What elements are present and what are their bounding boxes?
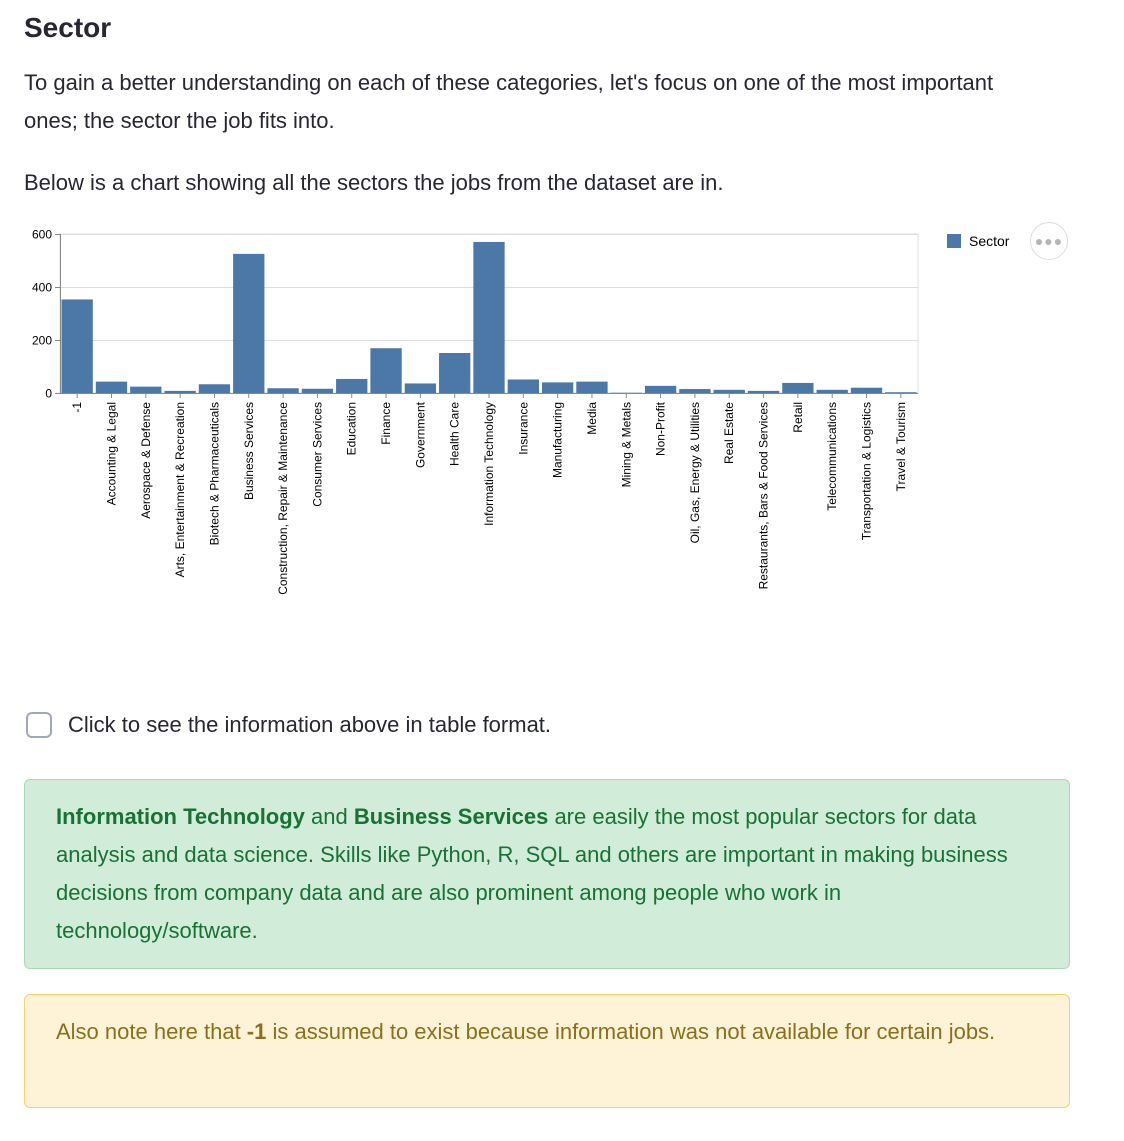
bar <box>198 384 231 393</box>
chart-svg: 0 200 400 600 -1 Accounting & Legal Aerospace … <box>32 228 1010 595</box>
x-tick-label: -1 <box>70 402 84 413</box>
bar <box>644 385 677 393</box>
intro-paragraph: To gain a better understanding on each o… <box>24 70 994 133</box>
bar <box>782 382 814 393</box>
warning-text-2: is assumed to exist because information … <box>266 1019 996 1044</box>
section-heading: Sector <box>24 12 112 43</box>
x-tick-label: Arts, Entertainment & Recreation <box>173 402 187 577</box>
bar <box>507 379 539 393</box>
warning-callout: Also note here that -1 is assumed to exi… <box>24 994 1070 1108</box>
x-tick-label: Government <box>413 401 427 468</box>
bar <box>267 388 299 393</box>
x-tick-label: Aerospace & Defense <box>139 402 153 519</box>
table-format-checkbox[interactable] <box>26 712 52 738</box>
bar <box>850 387 883 393</box>
x-tick-label: Mining & Metals <box>619 402 633 487</box>
x-tick-label: Biotech & Pharmaceuticals <box>207 402 221 545</box>
bar <box>885 392 917 393</box>
highlight-business-services: Business Services <box>353 804 549 829</box>
bar <box>816 389 848 393</box>
bar <box>61 299 93 393</box>
legend-label: Sector <box>969 233 1010 249</box>
x-tick-label: Health Care <box>448 402 462 466</box>
bar <box>713 389 745 393</box>
bar <box>370 348 402 393</box>
x-tick-label: Business Services <box>242 402 256 500</box>
bar <box>164 390 196 393</box>
x-tick-label: Real Estate <box>722 402 736 464</box>
x-tick-label: Oil, Gas, Energy & Utilities <box>688 402 702 543</box>
chart-intro-paragraph: Below is a chart showing all the sectors… <box>24 170 724 195</box>
x-tick-label: Travel & Tourism <box>894 402 908 491</box>
bar <box>541 382 574 393</box>
success-text-2: are easily the most popular sectors for … <box>56 804 1008 943</box>
x-tick-label: Finance <box>379 402 393 445</box>
bar <box>679 389 711 393</box>
x-tick-label: Insurance <box>516 402 530 455</box>
ellipsis-icon: ●●● <box>1034 233 1064 249</box>
bar <box>473 241 505 393</box>
x-tick-label: Information Technology <box>482 402 496 526</box>
bar <box>336 378 368 393</box>
highlight-it: Information Technology <box>56 804 305 829</box>
success-text-1: and <box>304 804 354 829</box>
warning-text-1: Also note here that <box>56 1019 247 1044</box>
highlight-minus-one: -1 <box>246 1019 267 1044</box>
y-tick-label: 200 <box>32 334 52 348</box>
x-tick-label: Telecommunications <box>825 402 839 511</box>
bar <box>404 383 437 393</box>
x-tick-label: Construction, Repair & Maintenance <box>276 402 290 595</box>
x-tick-label: Non-Profit <box>654 401 668 456</box>
table-format-checkbox-row[interactable]: Click to see the information above in ta… <box>26 712 551 738</box>
x-tick-label: Accounting & Legal <box>104 402 118 505</box>
chart-actions-button[interactable]: ●●● <box>1030 222 1068 260</box>
sector-bar-chart: 0 200 400 600 -1 Accounting & Legal Aerospace … <box>0 215 1124 675</box>
checkbox-label: Click to see the information above in ta… <box>68 712 552 737</box>
bar <box>95 381 128 393</box>
bar <box>301 388 334 393</box>
bar <box>747 390 780 393</box>
bar <box>439 352 471 393</box>
bar <box>576 381 608 393</box>
x-tick-label: Manufacturing <box>551 402 565 478</box>
x-tick-label: Media <box>585 402 599 435</box>
x-tick-label: Consumer Services <box>310 402 324 507</box>
x-tick-label: Retail <box>791 402 805 433</box>
x-tick-label: Restaurants, Bars & Food Services <box>757 402 771 589</box>
success-callout: Information Technology and Business Serv… <box>24 779 1070 969</box>
bar <box>233 253 265 393</box>
legend-swatch <box>947 234 961 248</box>
y-tick-label: 600 <box>32 228 52 242</box>
x-tick-label: Education <box>345 402 359 455</box>
x-tick-label: Transportation & Logistics <box>860 402 874 540</box>
bar <box>130 386 162 393</box>
y-tick-label: 400 <box>32 281 52 295</box>
y-tick-label: 0 <box>45 387 52 401</box>
